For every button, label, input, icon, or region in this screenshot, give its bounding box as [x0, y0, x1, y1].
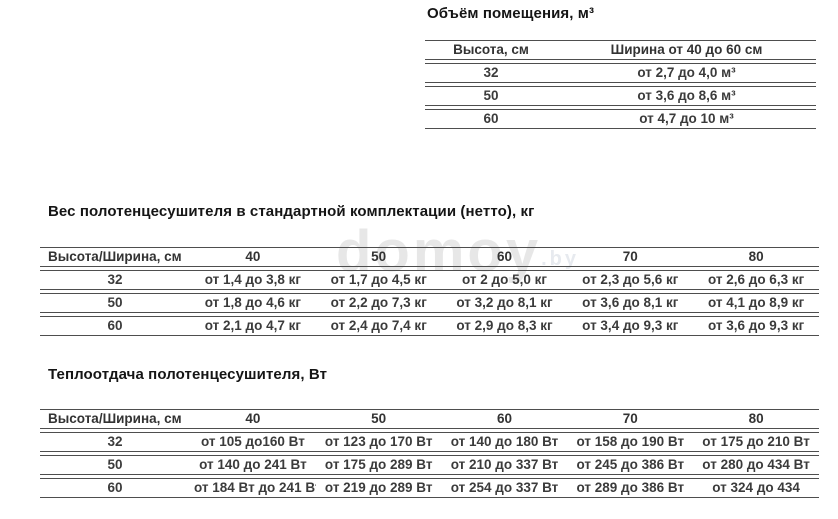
- table-cell: от 2,1 до 4,7 кг: [190, 316, 316, 336]
- table-cell: от 210 до 337 Вт: [441, 455, 568, 475]
- heat-output-section: Теплоотдача полотенцесушителя, Вт Высота…: [40, 359, 819, 501]
- table-cell: от 3,6 до 8,6 м³: [557, 86, 816, 106]
- column-header: Высота/Ширина, см: [40, 247, 190, 267]
- heat-output-title: Теплоотдача полотенцесушителя, Вт: [48, 366, 328, 383]
- column-header: 50: [315, 247, 442, 267]
- watermark-suffix: .by: [541, 248, 580, 270]
- table-cell: от 3,6 до 8,1 кг: [567, 293, 694, 313]
- watermark: domoy.by: [336, 218, 579, 285]
- room-volume-title: Объём помещения, м³: [427, 5, 595, 22]
- table-cell: от 324 до 434: [693, 478, 819, 498]
- table-row: 60 от 4,7 до 10 м³: [425, 109, 816, 129]
- room-volume-section: Объём помещения, м³ Высота, см Ширина от …: [425, 2, 816, 132]
- column-header: 60: [441, 247, 568, 267]
- table-cell: от 219 до 289 Вт: [315, 478, 442, 498]
- watermark-text: domoy: [336, 219, 542, 284]
- table-cell: 60: [40, 316, 190, 336]
- header-row: Высота/Ширина, см 40 50 60 70 80: [40, 409, 819, 429]
- column-header: 70: [567, 409, 694, 429]
- table-cell: от 123 до 170 Вт: [315, 432, 442, 452]
- table-cell: от 105 до160 Вт: [190, 432, 316, 452]
- table-cell: от 2 до 5,0 кг: [441, 270, 568, 290]
- table-cell: от 1,4 до 3,8 кг: [190, 270, 316, 290]
- table-cell: от 3,2 до 8,1 кг: [441, 293, 568, 313]
- table-cell: 32: [40, 270, 190, 290]
- table-cell: от 4,7 до 10 м³: [557, 109, 816, 129]
- table-cell: от 2,6 до 6,3 кг: [693, 270, 819, 290]
- table-cell: от 2,7 до 4,0 м³: [557, 63, 816, 83]
- column-header: Высота/Ширина, см: [40, 409, 190, 429]
- room-volume-table: Высота, см Ширина от 40 до 60 см 32 от 2,7 …: [425, 37, 816, 132]
- table-cell: от 4,1 до 8,9 кг: [693, 293, 819, 313]
- table-cell: от 280 до 434 Вт: [693, 455, 819, 475]
- table-row: 32 от 105 до160 Вт от 123 до 170 Вт от 140 …: [40, 432, 819, 452]
- table-row: 32 от 2,7 до 4,0 м³: [425, 63, 816, 83]
- table-cell: от 1,7 до 4,5 кг: [315, 270, 442, 290]
- table-cell: 50: [40, 455, 190, 475]
- table-row: 50 от 140 до 241 Вт от 175 до 289 Вт от 210…: [40, 455, 819, 475]
- table-cell: от 289 до 386 Вт: [567, 478, 694, 498]
- column-header: 60: [441, 409, 568, 429]
- table-cell: от 3,6 до 9,3 кг: [693, 316, 819, 336]
- weight-section: Вес полотенцесушителя в стандартной комп…: [40, 196, 819, 339]
- column-header: 80: [693, 247, 819, 267]
- column-header: 40: [190, 409, 316, 429]
- column-header: 70: [567, 247, 694, 267]
- column-header: 40: [190, 247, 316, 267]
- table-cell: от 1,8 до 4,6 кг: [190, 293, 316, 313]
- table-row: 50 от 3,6 до 8,6 м³: [425, 86, 816, 106]
- column-header: 50: [315, 409, 442, 429]
- table-cell: от 175 до 289 Вт: [315, 455, 442, 475]
- column-header: Высота, см: [425, 40, 557, 60]
- heat-output-table: Высота/Ширина, см 40 50 60 70 80 32 от 105 до16…: [40, 406, 819, 501]
- table-cell: от 158 до 190 Вт: [567, 432, 694, 452]
- header-row: Высота, см Ширина от 40 до 60 см: [425, 40, 816, 60]
- table-cell: от 2,3 до 5,6 кг: [567, 270, 694, 290]
- table-cell: 32: [425, 63, 557, 83]
- table-cell: от 175 до 210 Вт: [693, 432, 819, 452]
- table-row: 32 от 1,4 до 3,8 кг от 1,7 до 4,5 кг от 2 д…: [40, 270, 819, 290]
- table-row: 60 от 2,1 до 4,7 кг от 2,4 до 7,4 кг от 2,9…: [40, 316, 819, 336]
- table-cell: от 2,4 до 7,4 кг: [315, 316, 442, 336]
- table-cell: 50: [40, 293, 190, 313]
- table-cell: 60: [425, 109, 557, 129]
- table-cell: от 140 до 180 Вт: [441, 432, 568, 452]
- table-cell: от 184 Вт до 241 Вт: [190, 478, 316, 498]
- table-row: 60 от 184 Вт до 241 Вт от 219 до 289 Вт от …: [40, 478, 819, 498]
- table-cell: от 245 до 386 Вт: [567, 455, 694, 475]
- table-cell: от 3,4 до 9,3 кг: [567, 316, 694, 336]
- table-cell: 50: [425, 86, 557, 106]
- table-cell: от 254 до 337 Вт: [441, 478, 568, 498]
- table-cell: 32: [40, 432, 190, 452]
- table-cell: от 2,2 до 7,3 кг: [315, 293, 442, 313]
- header-row: Высота/Ширина, см 40 50 60 70 80: [40, 247, 819, 267]
- weight-table: Высота/Ширина, см 40 50 60 70 80 32 от 1,4 до 3…: [40, 244, 819, 339]
- column-header: Ширина от 40 до 60 см: [557, 40, 816, 60]
- table-cell: от 140 до 241 Вт: [190, 455, 316, 475]
- weight-title: Вес полотенцесушителя в стандартной комп…: [48, 203, 535, 220]
- column-header: 80: [693, 409, 819, 429]
- table-cell: от 2,9 до 8,3 кг: [441, 316, 568, 336]
- table-row: 50 от 1,8 до 4,6 кг от 2,2 до 7,3 кг от 3,2…: [40, 293, 819, 313]
- table-cell: 60: [40, 478, 190, 498]
